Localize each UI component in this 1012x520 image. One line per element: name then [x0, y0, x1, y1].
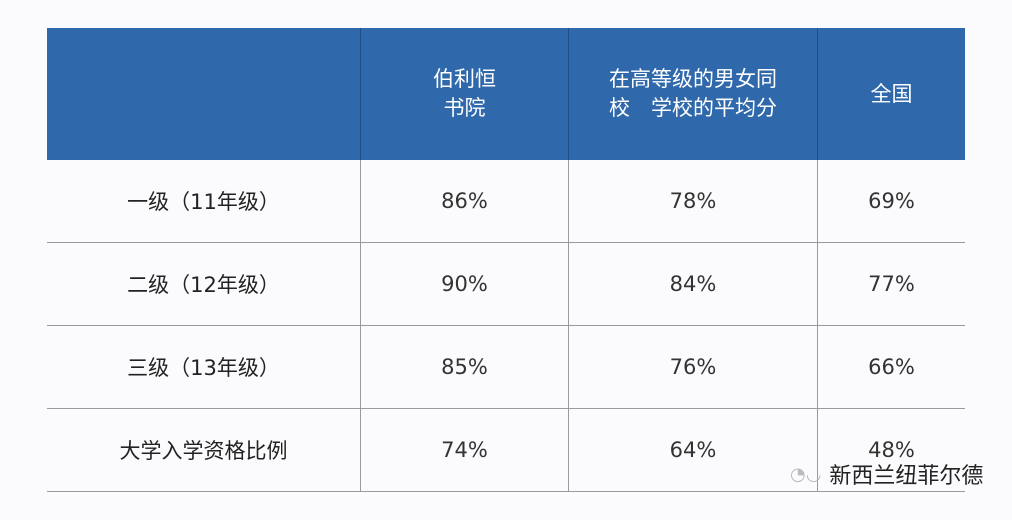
- header-bethlehem-l1: 伯利恒: [433, 67, 496, 91]
- table-cell: 64%: [568, 408, 818, 492]
- header-coed-l2: 校 学校的平均分: [609, 96, 777, 120]
- table-cell: 74%: [360, 408, 569, 492]
- header-coed-average: 在高等级的男女同校 学校的平均分: [568, 28, 818, 160]
- header-bethlehem: 伯利恒 书院: [360, 28, 569, 160]
- table-row: 三级（13年级） 85% 76% 66%: [47, 325, 965, 409]
- table-cell: 69%: [817, 160, 965, 243]
- table-cell: 78%: [568, 160, 818, 243]
- table-cell: 76%: [568, 325, 818, 409]
- header-empty: [47, 28, 361, 160]
- row-label: 三级（13年级）: [47, 325, 361, 409]
- table-cell: 86%: [360, 160, 569, 243]
- table-cell: 48%: [817, 408, 965, 492]
- table-row: 一级（11年级） 86% 78% 69%: [47, 160, 965, 243]
- watermark: ◔◡ 新西兰纽菲尔德: [790, 458, 983, 490]
- row-label: 二级（12年级）: [47, 242, 361, 326]
- table-cell: 84%: [568, 242, 818, 326]
- wechat-icon: ◔◡: [790, 463, 822, 485]
- results-table: 伯利恒书院 在高等级的男女同校 学校的平均分 全国 一级（11年级） 86% 78%…: [47, 28, 965, 492]
- header-coed-l1: 在高等级的男女同: [609, 67, 777, 91]
- table-row: 二级（12年级） 90% 84% 77%: [47, 242, 965, 326]
- header-bethlehem-l2: 书院: [443, 96, 486, 120]
- row-label: 一级（11年级）: [47, 160, 361, 243]
- row-label: 大学入学资格比例: [47, 408, 361, 492]
- table-row: 大学入学资格比例 74% 64% 48%: [47, 408, 965, 492]
- table-cell: 77%: [817, 242, 965, 326]
- table-header-row: 伯利恒书院 在高等级的男女同校 学校的平均分 全国: [47, 28, 965, 160]
- table-cell: 66%: [817, 325, 965, 409]
- table-cell: 85%: [360, 325, 569, 409]
- table-cell: 90%: [360, 242, 569, 326]
- watermark-text: 新西兰纽菲尔德: [829, 464, 984, 489]
- header-national: 全国: [817, 28, 965, 160]
